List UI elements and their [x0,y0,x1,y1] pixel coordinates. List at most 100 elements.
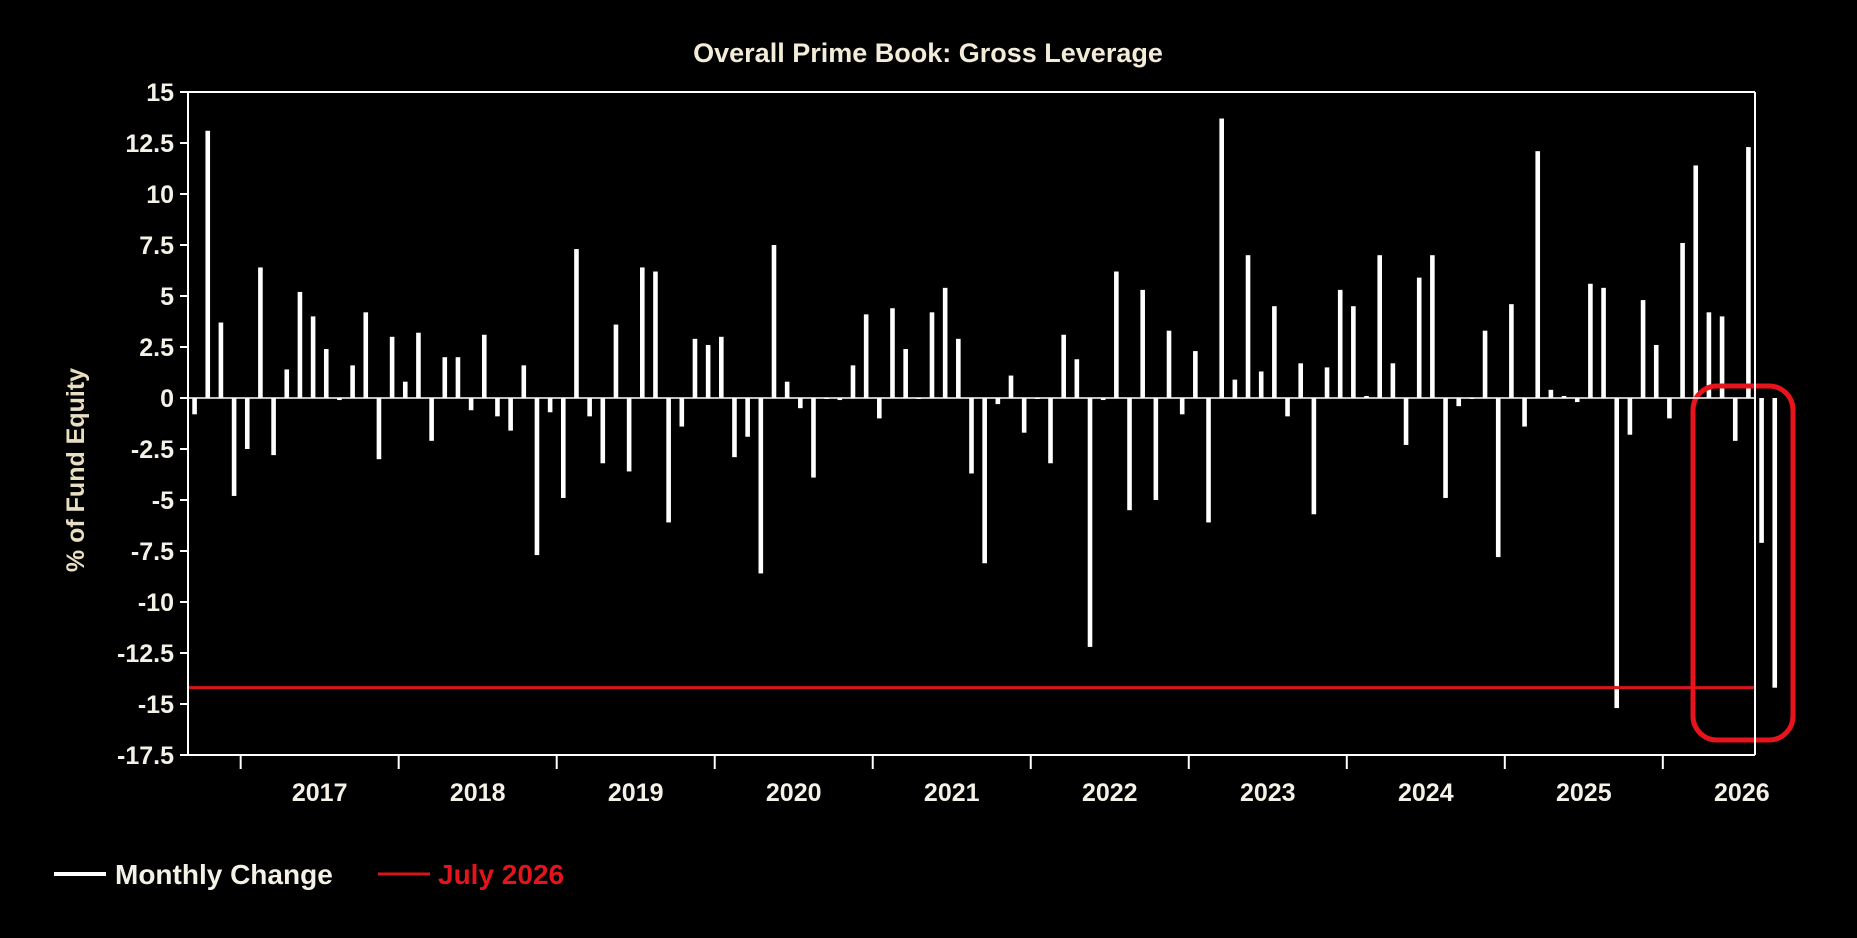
bar [284,369,290,398]
bar [956,338,961,398]
bar [771,245,777,398]
y-tick-label: -5 [152,487,174,515]
bar [1548,389,1554,398]
bar [1759,398,1764,543]
bar [1640,300,1646,398]
bars-group [192,118,1778,709]
bar [969,398,974,474]
y-tick-label: -12.5 [117,640,174,668]
bar [929,312,935,398]
bar [982,398,987,564]
bar [547,398,553,413]
bar [1456,398,1462,407]
bar [402,381,408,398]
bar [218,322,224,398]
y-tick-label: 12.5 [125,130,174,158]
bar [1390,363,1396,398]
legend: Monthly Change July 2026 [54,859,564,890]
bar [363,312,369,398]
bar [1140,289,1145,398]
bar [732,398,737,458]
x-tick-label: 2023 [1240,779,1296,807]
bar [850,365,856,398]
bar [863,314,869,398]
bar [1153,398,1159,500]
y-tick-label: 15 [146,79,174,107]
y-tick-label: -7.5 [131,538,174,566]
bar [666,398,671,523]
bar [1430,255,1435,398]
bar [1008,375,1014,398]
y-tick-label: -10 [138,589,174,617]
bar [758,398,764,574]
bar [1311,398,1317,515]
bar [1377,255,1383,398]
x-tick-label: 2020 [766,779,822,807]
bar [1193,351,1198,398]
x-tick-label: 2026 [1714,779,1770,807]
bar [1627,398,1633,435]
y-tick-label: -17.5 [117,742,174,770]
bar [1127,398,1132,511]
bar [1535,151,1541,398]
bar [1667,398,1672,419]
bar [481,334,487,398]
bar [534,398,540,556]
bar [1719,316,1725,398]
bar [784,381,790,398]
bar [1495,398,1501,558]
y-axis-label: % of Fund Equity [62,368,90,572]
bar [1232,379,1238,398]
x-tick-label: 2022 [1082,779,1138,807]
axes-group [187,91,1756,756]
y-tick-label: -15 [138,691,174,719]
bar [508,398,513,431]
bar [1061,334,1066,398]
bar [1561,395,1567,398]
bar [205,130,211,398]
x-tick-label: 2018 [450,779,506,807]
bar [1245,255,1251,398]
bar [1219,118,1224,399]
bar [1087,398,1093,647]
bar [1772,398,1778,688]
bar [1074,359,1080,398]
bar [310,316,316,398]
bar [521,365,527,398]
y-tick-label: 10 [146,181,174,209]
bar [1443,398,1448,498]
x-tick-label: 2024 [1398,779,1454,807]
bar [1614,398,1620,709]
x-tick-label: 2017 [292,779,348,807]
bar [1416,277,1422,398]
x-ticks-group: 2017 2018 2019 2020 2021 2022 2023 2024 2025 2026 [239,755,1770,807]
bar [455,357,461,398]
legend-monthly-label: Monthly Change [115,859,333,890]
bar [495,398,500,417]
chart-title: Overall Prime Book: Gross Leverage [693,38,1163,68]
bar [389,336,395,398]
bar [468,398,474,411]
bar [942,287,948,398]
bar [811,398,816,478]
bar [1653,344,1659,398]
bar [719,336,724,398]
x-tick-label: 2019 [608,779,664,807]
bar [798,398,803,409]
bar [613,324,619,398]
bar [574,249,579,398]
bar [837,398,843,401]
x-tick-label: 2025 [1556,779,1612,807]
bar [1337,289,1343,398]
bar [1206,398,1211,523]
x-tick-label: 2021 [924,779,980,807]
y-ticks-group: 15 12.5 10 7.5 5 2.5 0 -2.5 -5 -7.5 -10 -12.5 -15 -17… [117,79,188,770]
bar [1746,147,1751,398]
bar [653,271,658,398]
bar [350,365,355,398]
bar [1324,367,1330,398]
bar [1522,398,1527,427]
bar [1179,398,1185,415]
bar [587,398,592,417]
